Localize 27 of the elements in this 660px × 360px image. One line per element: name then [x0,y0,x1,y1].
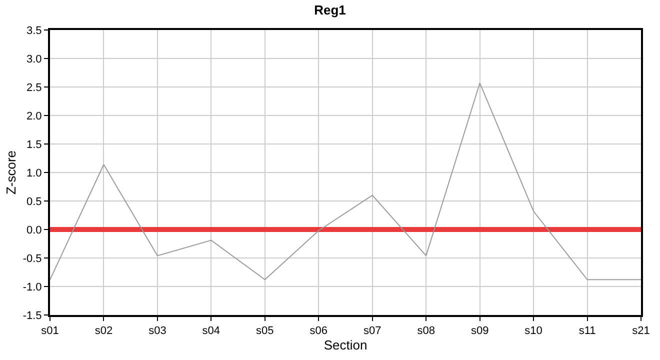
x-tick-label: s02 [94,325,113,338]
y-tick-label: 0.5 [26,196,42,208]
x-tick-label: s08 [417,325,435,338]
line-series [50,82,641,280]
y-tick-label: -1.5 [22,310,42,322]
x-tick-label: s06 [310,325,328,338]
x-tick-label: s07 [363,325,382,338]
y-tick-label: 0.0 [26,224,42,236]
y-tick-label: -1.0 [22,281,42,294]
y-tick-label: 3.0 [26,53,42,66]
x-tick-label: s09 [470,325,489,338]
x-tick-label: s04 [202,325,220,338]
x-tick-label: s01 [41,325,59,338]
y-tick-label: 1.5 [26,138,42,151]
y-tick-label: 2.0 [26,110,42,122]
x-tick-label: s10 [524,325,542,338]
y-tick-label: 3.5 [26,24,42,37]
chart-title: Reg1 [314,2,346,18]
x-tick-label: s11 [578,325,596,338]
y-tick-label: 1.0 [26,167,42,180]
x-tick-label: s21 [632,325,650,338]
x-axis-title: Section [324,337,368,352]
y-tick-label: -0.5 [22,252,42,265]
x-tick-label: s03 [148,325,166,338]
y-axis-title: Z-score [3,150,18,195]
y-tick-label: 2.5 [26,82,42,94]
x-tick-label: s05 [256,325,274,338]
